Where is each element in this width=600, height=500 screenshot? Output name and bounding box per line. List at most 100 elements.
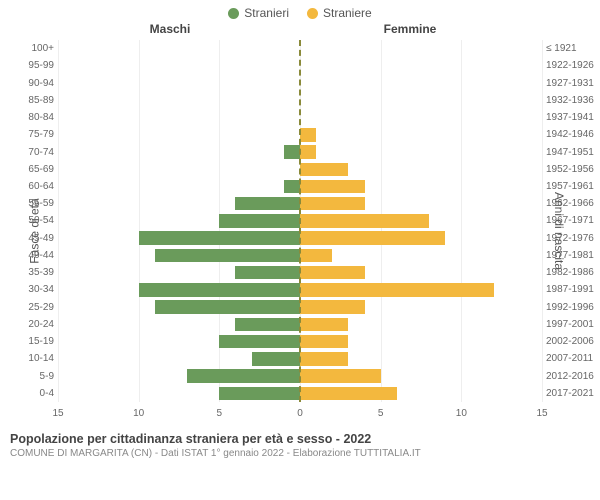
bar-male	[235, 318, 300, 331]
age-label: 5-9	[14, 371, 54, 382]
xtick: 5	[217, 408, 223, 419]
bar-female	[300, 335, 348, 348]
bar-female	[300, 300, 365, 313]
birth-year-label: 2007-2011	[546, 353, 596, 364]
legend-swatch-female	[307, 8, 318, 19]
age-label: 55-59	[14, 198, 54, 209]
birth-year-label: 1972-1976	[546, 233, 596, 244]
female-half	[300, 350, 542, 367]
age-label: 50-54	[14, 215, 54, 226]
female-half	[300, 178, 542, 195]
age-label: 70-74	[14, 147, 54, 158]
birth-year-label: 1997-2001	[546, 319, 596, 330]
female-half	[300, 281, 542, 298]
female-half	[300, 143, 542, 160]
bar-male	[252, 352, 300, 365]
male-half	[58, 109, 300, 126]
birth-year-label: 1962-1966	[546, 198, 596, 209]
male-half	[58, 161, 300, 178]
gridline	[542, 40, 543, 402]
age-label: 65-69	[14, 164, 54, 175]
age-label: 100+	[14, 43, 54, 54]
bar-female	[300, 231, 445, 244]
female-half	[300, 92, 542, 109]
birth-year-label: 1952-1956	[546, 164, 596, 175]
bar-female	[300, 387, 397, 400]
age-label: 60-64	[14, 181, 54, 192]
header-male: Maschi	[0, 22, 290, 36]
male-half	[58, 178, 300, 195]
bar-male	[219, 387, 300, 400]
male-half	[58, 230, 300, 247]
male-half	[58, 195, 300, 212]
birth-year-label: 2017-2021	[546, 388, 596, 399]
birth-year-label: 2012-2016	[546, 371, 596, 382]
female-half	[300, 299, 542, 316]
birth-year-label: 1967-1971	[546, 215, 596, 226]
age-label: 20-24	[14, 319, 54, 330]
bar-female	[300, 352, 348, 365]
birth-year-label: 1942-1946	[546, 129, 596, 140]
birth-year-label: 1932-1936	[546, 95, 596, 106]
bar-female	[300, 180, 365, 193]
bar-female	[300, 197, 365, 210]
birth-year-label: 1937-1941	[546, 112, 596, 123]
female-half	[300, 212, 542, 229]
birth-year-label: 1927-1931	[546, 78, 596, 89]
bar-male	[187, 369, 300, 382]
birth-year-label: 1982-1986	[546, 267, 596, 278]
age-label: 85-89	[14, 95, 54, 106]
birth-year-label: 1957-1961	[546, 181, 596, 192]
xtick: 10	[133, 408, 144, 419]
bar-female	[300, 145, 316, 158]
female-half	[300, 57, 542, 74]
age-label: 25-29	[14, 302, 54, 313]
center-divider	[299, 40, 301, 402]
age-label: 10-14	[14, 353, 54, 364]
male-half	[58, 264, 300, 281]
xtick: 5	[378, 408, 384, 419]
male-half	[58, 385, 300, 402]
bar-female	[300, 214, 429, 227]
age-label: 30-34	[14, 284, 54, 295]
male-half	[58, 367, 300, 384]
female-half	[300, 264, 542, 281]
age-label: 45-49	[14, 233, 54, 244]
bar-female	[300, 283, 494, 296]
bar-female	[300, 266, 365, 279]
xtick: 0	[297, 408, 303, 419]
birth-year-label: 1947-1951	[546, 147, 596, 158]
male-half	[58, 74, 300, 91]
female-half	[300, 74, 542, 91]
female-half	[300, 367, 542, 384]
bar-male	[155, 300, 300, 313]
bar-male	[235, 266, 300, 279]
header-female: Femmine	[290, 22, 580, 36]
age-label: 15-19	[14, 336, 54, 347]
legend: Stranieri Straniere	[0, 0, 600, 22]
legend-item-female: Straniere	[307, 6, 372, 20]
female-half	[300, 40, 542, 57]
male-half	[58, 57, 300, 74]
birth-year-label: ≤ 1921	[546, 43, 596, 54]
birth-year-label: 1987-1991	[546, 284, 596, 295]
male-half	[58, 40, 300, 57]
birth-year-label: 2002-2006	[546, 336, 596, 347]
age-label: 90-94	[14, 78, 54, 89]
column-headers: Maschi Femmine	[0, 22, 600, 36]
age-label: 35-39	[14, 267, 54, 278]
female-half	[300, 316, 542, 333]
female-half	[300, 126, 542, 143]
legend-label-female: Straniere	[323, 6, 372, 20]
female-half	[300, 385, 542, 402]
xtick: 15	[52, 408, 63, 419]
bar-female	[300, 318, 348, 331]
age-label: 40-44	[14, 250, 54, 261]
age-label: 75-79	[14, 129, 54, 140]
bar-female	[300, 249, 332, 262]
age-label: 80-84	[14, 112, 54, 123]
birth-year-label: 1992-1996	[546, 302, 596, 313]
age-label: 0-4	[14, 388, 54, 399]
bar-male	[284, 180, 300, 193]
male-half	[58, 212, 300, 229]
